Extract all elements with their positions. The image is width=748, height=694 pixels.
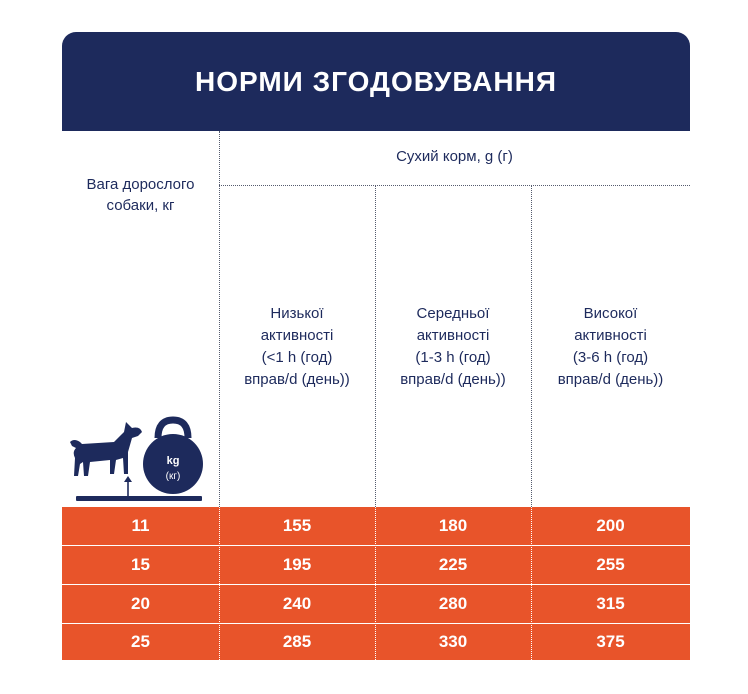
activity-header-line: (3-6 h (год) <box>572 349 649 366</box>
dog-icon <box>70 422 142 476</box>
column-divider <box>219 131 220 507</box>
feeding-table-card: НОРМИ ЗГОДОВУВАННЯ Вага дорослого собаки… <box>62 32 690 660</box>
column-divider <box>531 185 532 507</box>
row-divider <box>62 545 690 546</box>
table-row: 15 195 225 255 <box>62 546 690 584</box>
base-bar <box>76 496 202 501</box>
table-title: НОРМИ ЗГОДОВУВАННЯ <box>62 32 690 131</box>
activity-header-line: Середньої <box>416 305 490 322</box>
kg-label: kg <box>167 455 180 467</box>
weight-cell: 11 <box>131 516 150 535</box>
row-divider <box>62 623 690 624</box>
medium-activity-header: Середньої активності (1-3 h (год) вправ/… <box>375 303 531 391</box>
row-column-divider <box>219 507 220 660</box>
activity-header-line: (<1 h (год) <box>261 349 333 366</box>
activity-header-line: активності <box>416 327 490 344</box>
activity-header-line: Низької <box>270 305 324 322</box>
low-activity-header: Низької активності (<1 h (год) вправ/d (… <box>219 303 375 391</box>
high-activity-header: Високої активності (3-6 h (год) вправ/d … <box>531 303 690 391</box>
row-column-divider <box>531 507 532 660</box>
table-row: 25 285 330 375 <box>62 624 690 660</box>
low-activity-cell: 285 <box>282 632 312 651</box>
high-activity-cell: 200 <box>596 516 625 535</box>
kettlebell-icon: kg (кг) <box>143 416 203 494</box>
low-activity-cell: 195 <box>282 555 312 574</box>
dog-kettlebell-icon: kg (кг) <box>70 416 203 501</box>
high-activity-cell: 255 <box>596 555 625 574</box>
row-divider <box>62 584 690 585</box>
activity-header-line: вправ/d (день)) <box>244 371 350 388</box>
medium-activity-cell: 330 <box>438 632 468 651</box>
medium-activity-cell: 280 <box>438 594 468 613</box>
weight-cell: 25 <box>131 632 150 651</box>
low-activity-cell: 155 <box>282 516 312 535</box>
row-column-divider <box>375 507 376 660</box>
activity-header-line: вправ/d (день)) <box>557 371 664 388</box>
weight-header-line: Вага дорослого <box>86 176 195 193</box>
kg-sub-label: (кг) <box>166 471 181 482</box>
activity-header-line: Високої <box>583 305 638 322</box>
table-row: 20 240 280 315 <box>62 585 690 623</box>
weight-header-line: собаки, кг <box>106 197 175 214</box>
weight-column-header: Вага дорослого собаки, кг <box>62 174 219 216</box>
header-divider <box>219 185 690 186</box>
table-row: 11 155 180 200 <box>62 507 690 545</box>
medium-activity-cell: 225 <box>438 555 468 574</box>
dry-food-header: Сухий корм, g (г) <box>396 148 513 165</box>
column-divider <box>375 185 376 507</box>
high-activity-cell: 375 <box>596 632 625 651</box>
low-activity-cell: 240 <box>282 594 312 613</box>
activity-header-line: (1-3 h (год) <box>415 349 491 366</box>
activity-header-line: активності <box>574 327 647 344</box>
activity-header-line: вправ/d (день)) <box>400 371 506 388</box>
medium-activity-cell: 180 <box>438 516 468 535</box>
activity-header-line: активності <box>260 327 334 344</box>
weight-cell: 15 <box>131 555 150 574</box>
weight-cell: 20 <box>131 594 150 613</box>
high-activity-cell: 315 <box>596 594 625 613</box>
